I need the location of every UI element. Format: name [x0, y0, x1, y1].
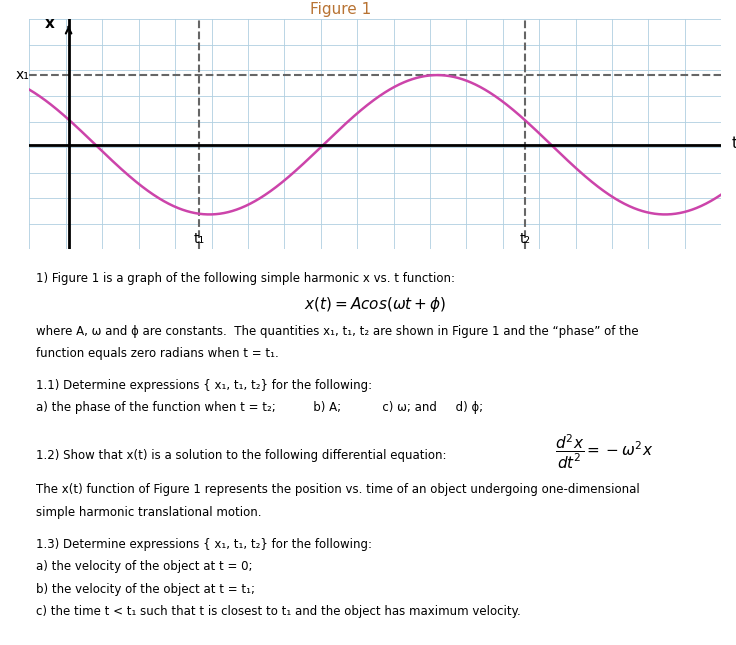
Text: a) the velocity of the object at t = 0;: a) the velocity of the object at t = 0; — [36, 561, 253, 573]
Text: where A, ω and ϕ are constants.  The quantities x₁, t₁, t₂ are shown in Figure 1: where A, ω and ϕ are constants. The quan… — [36, 324, 639, 337]
Text: 1.3) Determine expressions { x₁, t₁, t₂} for the following:: 1.3) Determine expressions { x₁, t₁, t₂}… — [36, 538, 372, 551]
Text: c) the time t < t₁ such that t is closest to t₁ and the object has maximum veloc: c) the time t < t₁ such that t is closes… — [36, 605, 521, 619]
Text: t₁: t₁ — [194, 232, 205, 246]
Text: t₂: t₂ — [520, 232, 531, 246]
Text: x₁: x₁ — [15, 68, 29, 82]
Text: x: x — [45, 15, 55, 31]
Text: t: t — [732, 136, 736, 151]
Text: $\dfrac{d^2x}{dt^2} = -\omega^2 x$: $\dfrac{d^2x}{dt^2} = -\omega^2 x$ — [555, 433, 654, 471]
Text: The x(t) function of Figure 1 represents the position vs. time of an object unde: The x(t) function of Figure 1 represents… — [36, 484, 640, 497]
Text: 1) Figure 1 is a graph of the following simple harmonic x vs. t function:: 1) Figure 1 is a graph of the following … — [36, 272, 456, 284]
Text: $x(t) = Acos(\omega t + \phi)$: $x(t) = Acos(\omega t + \phi)$ — [304, 295, 447, 314]
Text: simple harmonic translational motion.: simple harmonic translational motion. — [36, 506, 262, 519]
Text: 1.2) Show that x(t) is a solution to the following differential equation:: 1.2) Show that x(t) is a solution to the… — [36, 449, 447, 462]
Text: a) the phase of the function when t = t₂;          b) A;           c) ω; and    : a) the phase of the function when t = t₂… — [36, 401, 484, 414]
Text: 1.1) Determine expressions { x₁, t₁, t₂} for the following:: 1.1) Determine expressions { x₁, t₁, t₂}… — [36, 379, 372, 392]
Text: function equals zero radians when t = t₁.: function equals zero radians when t = t₁… — [36, 347, 279, 360]
Text: b) the velocity of the object at t = t₁;: b) the velocity of the object at t = t₁; — [36, 583, 255, 596]
Text: Figure 1: Figure 1 — [310, 2, 372, 17]
